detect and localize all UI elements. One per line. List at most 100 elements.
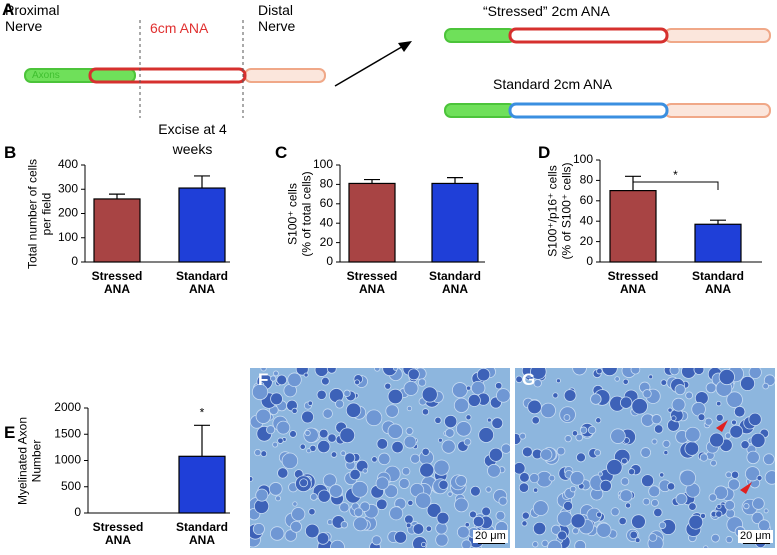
cell xyxy=(579,426,588,434)
cell xyxy=(322,408,333,419)
cell xyxy=(521,446,533,458)
distal-segment xyxy=(244,68,326,83)
scale-bar-label: 20 μm xyxy=(738,530,773,543)
cell xyxy=(764,470,775,485)
y-tick-label: 80 xyxy=(580,173,594,187)
cell xyxy=(614,376,620,382)
cell xyxy=(763,508,769,514)
cell xyxy=(476,368,491,382)
cell xyxy=(688,514,704,530)
y-tick-label: 0 xyxy=(326,254,333,268)
cell xyxy=(447,491,453,497)
arrowhead-marker xyxy=(740,482,752,494)
cell xyxy=(529,472,540,484)
cell xyxy=(365,409,383,427)
cell xyxy=(314,368,329,377)
cell xyxy=(500,443,510,454)
cell xyxy=(412,523,425,535)
cell xyxy=(340,450,347,457)
cell xyxy=(570,513,586,529)
cell xyxy=(540,448,553,461)
cell xyxy=(521,520,528,527)
cell xyxy=(287,372,302,387)
x-tick-label: Standard ANA xyxy=(428,269,481,297)
arrowhead-marker xyxy=(716,420,728,432)
y-tick-label: 20 xyxy=(320,235,334,249)
cell xyxy=(322,473,337,488)
y-axis-label: S100⁺ cells (% of total cells) xyxy=(286,171,315,256)
cell xyxy=(470,485,481,497)
cell xyxy=(421,541,427,548)
cell xyxy=(284,529,297,542)
cell xyxy=(527,399,542,415)
cell xyxy=(327,433,337,443)
x-tick-label: Stressed ANA xyxy=(607,269,659,297)
cell xyxy=(684,426,701,443)
cell xyxy=(648,533,658,542)
cell xyxy=(552,392,559,399)
y-axis-label: Myelinated Axon Number xyxy=(16,416,45,504)
panel-label: B xyxy=(4,143,17,162)
cell xyxy=(359,501,371,512)
cell xyxy=(748,368,762,379)
cell xyxy=(710,459,717,467)
y-tick-label: 1500 xyxy=(54,426,81,440)
cell xyxy=(704,417,713,426)
cell xyxy=(417,378,427,387)
cell xyxy=(556,378,561,384)
cell xyxy=(404,514,414,525)
cell xyxy=(291,407,298,414)
cell xyxy=(270,375,277,382)
cell xyxy=(660,379,668,386)
cell xyxy=(406,405,413,412)
cell xyxy=(713,485,729,500)
panel-label: C xyxy=(275,143,288,162)
cell xyxy=(454,497,469,513)
cell xyxy=(407,368,420,381)
y-axis-label-line: Myelinated Axon xyxy=(15,416,30,505)
cell xyxy=(595,417,602,424)
bar xyxy=(93,198,141,263)
cell xyxy=(681,368,696,379)
error-bar xyxy=(447,177,463,184)
cell xyxy=(318,428,329,439)
cell xyxy=(349,468,361,481)
cell xyxy=(731,419,737,426)
cell xyxy=(304,429,311,437)
cell xyxy=(564,435,572,443)
bar xyxy=(694,223,742,263)
y-tick-label: 500 xyxy=(61,479,81,493)
cell xyxy=(387,423,404,439)
proximal-segment xyxy=(24,68,136,83)
cell xyxy=(403,435,417,449)
y-tick-label: 300 xyxy=(58,181,78,195)
cell xyxy=(301,410,314,424)
cell xyxy=(569,485,577,493)
cell xyxy=(630,368,641,375)
cell xyxy=(345,402,362,418)
cell xyxy=(281,452,299,470)
cell xyxy=(548,474,556,482)
micrograph-f xyxy=(250,368,510,548)
cell xyxy=(594,449,602,457)
distal-segment xyxy=(664,103,771,118)
cell xyxy=(648,485,661,498)
y-tick-label: 20 xyxy=(580,234,594,248)
cell xyxy=(374,368,381,372)
cell xyxy=(426,502,442,518)
cell xyxy=(268,482,283,496)
cell xyxy=(317,489,331,503)
cell xyxy=(708,493,717,502)
error-bar xyxy=(194,424,210,457)
cell xyxy=(697,413,706,422)
y-tick-label: 40 xyxy=(320,215,334,229)
cell xyxy=(433,459,450,476)
cell xyxy=(309,444,317,452)
cell xyxy=(455,421,472,437)
cell xyxy=(746,450,760,465)
panel-label: D xyxy=(538,143,551,162)
cell xyxy=(308,508,316,516)
y-tick-label: 0 xyxy=(71,254,78,268)
cell xyxy=(641,474,655,488)
